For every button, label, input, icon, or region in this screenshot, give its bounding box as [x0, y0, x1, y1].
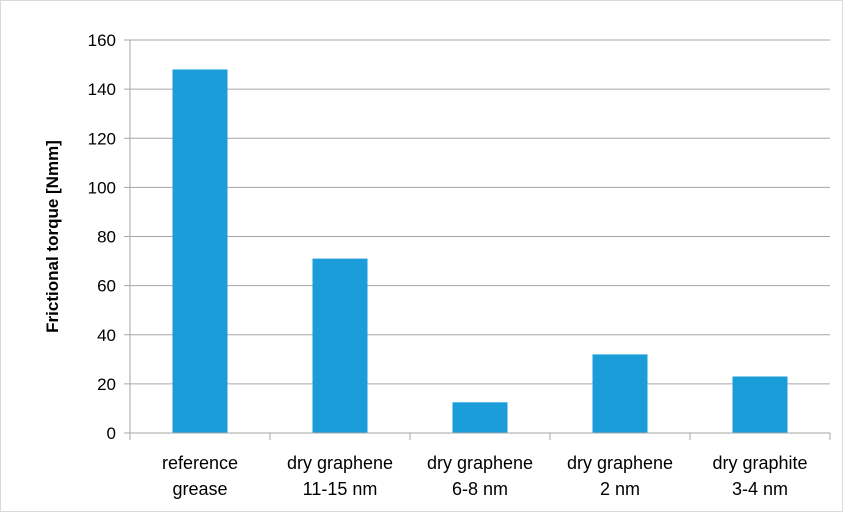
x-tick-label: grease [172, 479, 227, 499]
x-tick-label: 2 nm [600, 479, 640, 499]
gridlines [130, 39, 830, 385]
y-tick-label: 20 [97, 375, 116, 394]
axes [124, 39, 831, 440]
x-tick-label: 3-4 nm [732, 479, 788, 499]
bar [172, 69, 228, 433]
x-tick-label: 11-15 nm [303, 479, 378, 499]
y-tick-label: 100 [88, 178, 116, 197]
x-tick-label: dry graphene [287, 453, 393, 473]
y-tick-label: 120 [88, 129, 116, 148]
y-tick-label: 60 [97, 277, 116, 296]
x-tick-label: dry graphene [427, 453, 533, 473]
bars [172, 69, 788, 433]
x-tick-label: reference [162, 453, 238, 473]
y-tick-label: 140 [88, 80, 116, 99]
bar [452, 402, 508, 433]
y-tick-label: 0 [107, 424, 116, 443]
bar [592, 354, 648, 433]
y-tick-label: 80 [97, 228, 116, 247]
x-tick-label: 6-8 nm [452, 479, 508, 499]
y-tick-label: 160 [88, 31, 116, 50]
bar [312, 258, 368, 433]
x-tick-label: dry graphite [712, 453, 807, 473]
x-tick-label: dry graphene [567, 453, 673, 473]
y-tick-label: 40 [97, 326, 116, 345]
bar [732, 376, 788, 433]
labels: 0 20 40 60 80 100 120 140 160 reference grease dry … [88, 31, 808, 499]
y-axis-title: Frictional torque [Nmm] [43, 140, 62, 333]
